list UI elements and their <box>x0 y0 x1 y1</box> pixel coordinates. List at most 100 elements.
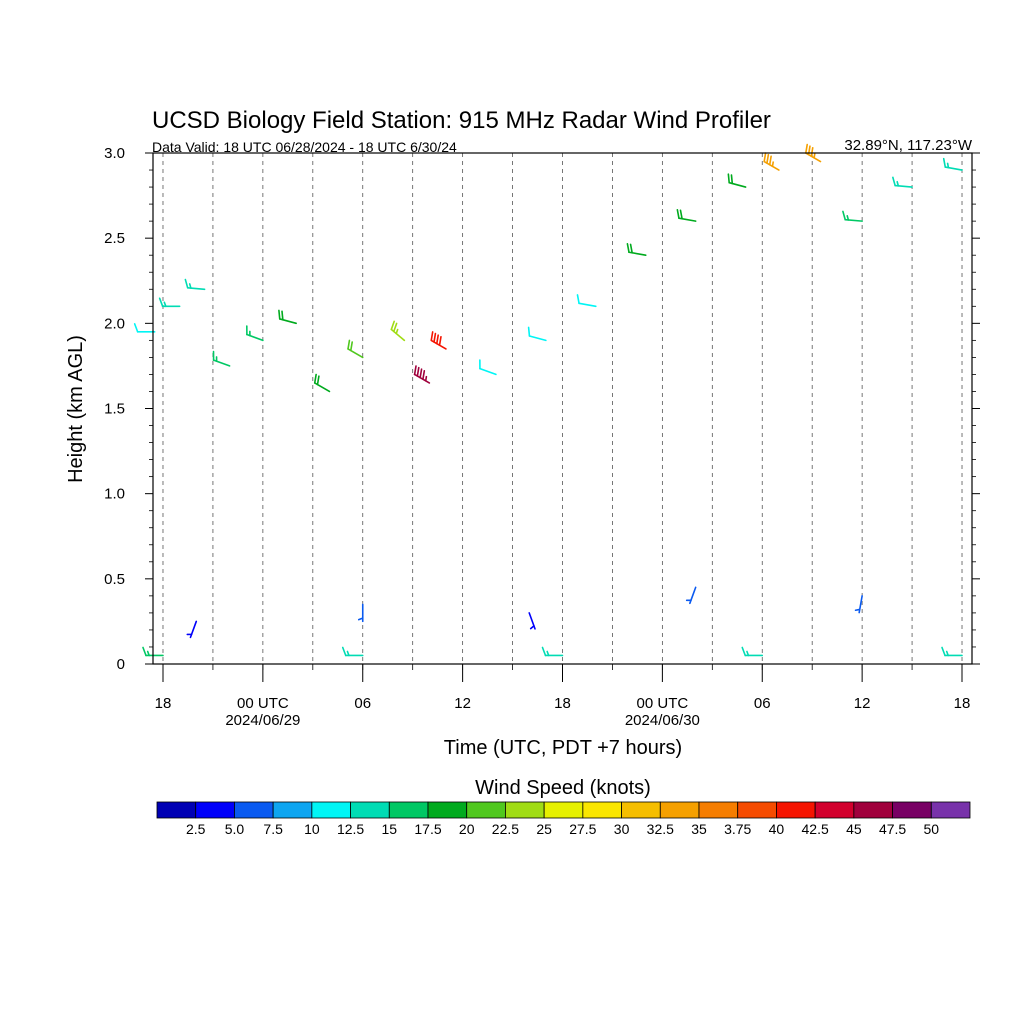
chart-title: UCSD Biology Field Station: 915 MHz Rada… <box>152 107 771 134</box>
wind-barb-full <box>741 646 747 657</box>
wind-barbs <box>133 143 963 657</box>
wind-barb-full <box>419 368 423 379</box>
wind-barb-full <box>438 335 442 346</box>
colorbar-label: 3.75 <box>724 821 751 837</box>
x-tick-label: 06 <box>754 695 771 712</box>
colorbar-label: 40 <box>769 821 785 837</box>
colorbar-swatch <box>311 801 351 819</box>
colorbar-label: 50 <box>923 821 939 837</box>
colorbar-label: 32.5 <box>647 821 674 837</box>
wind-barb-shaft <box>528 335 547 342</box>
wind-barb-full <box>413 365 417 376</box>
wind-barb-half <box>896 180 900 187</box>
wind-barb-half <box>529 625 535 630</box>
wind-barb-full <box>281 310 284 321</box>
colorbar: 2.5 5.0 7.5 10 12.5 15 17.5 20 22.5 25 27.5 30 32.5 3… <box>156 801 971 837</box>
colorbar-swatch <box>505 801 545 819</box>
wind-barb-full <box>842 210 846 221</box>
x-tick-label: 00 UTC <box>237 695 289 712</box>
wind-barb-full <box>313 373 317 384</box>
wind-barb-half <box>163 301 167 308</box>
wind-barb-full <box>941 646 946 657</box>
colorbar-label: 30 <box>614 821 630 837</box>
wind-barb <box>184 278 206 291</box>
wind-barb-half <box>188 283 192 289</box>
wind-barb-full <box>422 370 426 381</box>
wind-barb <box>390 320 406 342</box>
colorbar-label: 5.0 <box>225 821 245 837</box>
x-tick-label: 18 <box>155 695 172 712</box>
y-tick-label: 2.0 <box>104 315 125 332</box>
y-tick-label: 0 <box>117 656 125 673</box>
y-tick-label: 3.0 <box>104 145 125 162</box>
wind-barb <box>186 620 198 639</box>
wind-barb <box>727 173 747 188</box>
colorbar-label: 20 <box>459 821 475 837</box>
colorbar-swatch <box>776 801 816 819</box>
wind-barb-half <box>146 650 150 657</box>
x-tick-label: 12 <box>454 695 471 712</box>
wind-barb-full <box>768 155 772 166</box>
wind-barb <box>212 350 231 367</box>
wind-barb <box>527 326 547 342</box>
wind-barb-half <box>771 161 774 168</box>
wind-barb-full <box>416 366 420 377</box>
wind-barb-full <box>892 176 896 187</box>
wind-barb <box>676 208 697 222</box>
wind-barb <box>313 373 331 393</box>
wind-barb-full <box>942 157 947 168</box>
wind-barb-full <box>763 152 767 163</box>
colorbar-swatch <box>698 801 739 819</box>
wind-barb-half <box>945 650 950 657</box>
wind-barb-full <box>142 646 147 657</box>
wind-barb <box>347 339 364 359</box>
wind-barb <box>741 646 764 657</box>
wind-barb <box>854 595 863 614</box>
wind-barb-half <box>854 608 861 612</box>
wind-barb <box>685 586 697 605</box>
wind-barb <box>892 176 913 188</box>
colorbar-label: 25 <box>536 821 552 837</box>
wind-barb-full <box>341 646 347 657</box>
colorbar-swatch <box>388 801 429 819</box>
wind-barb-half <box>424 375 428 382</box>
wind-barb-full <box>433 332 437 343</box>
colorbar-swatch <box>272 801 313 819</box>
wind-barb-full <box>390 320 395 331</box>
colorbar-swatch <box>892 801 932 819</box>
wind-barb-full <box>626 243 630 254</box>
x-axis-label: Time (UTC, PDT +7 hours) <box>444 737 682 759</box>
colorbar-label: 47.5 <box>879 821 906 837</box>
colorbar-label: 27.5 <box>569 821 596 837</box>
wind-barb-half <box>546 650 550 657</box>
colorbar-label: 35 <box>691 821 707 837</box>
wind-barb-half <box>346 650 350 657</box>
wind-barb <box>246 325 264 342</box>
x-tick-label: 18 <box>954 695 971 712</box>
wind-barb-full <box>347 339 351 350</box>
wind-barb <box>357 603 364 623</box>
wind-barb-full <box>727 173 730 184</box>
x-tick-label: 06 <box>354 695 371 712</box>
wind-barb <box>528 612 536 630</box>
colorbar-swatch <box>737 801 777 819</box>
colorbar-title: Wind Speed (knots) <box>475 777 651 799</box>
wind-barb-full <box>576 294 580 305</box>
colorbar-swatch <box>853 801 893 819</box>
wind-barb-full <box>278 309 281 320</box>
wind-barb-full <box>392 322 398 333</box>
wind-barb <box>133 323 156 333</box>
colorbar-swatch <box>582 801 622 819</box>
wind-barb <box>430 331 447 350</box>
colorbar-swatch <box>466 801 506 819</box>
colorbar-label: 7.5 <box>263 821 283 837</box>
wind-barb-full <box>316 375 320 386</box>
y-axis-label: Height (km AGL) <box>65 335 87 483</box>
wind-barb-half <box>813 152 816 159</box>
colorbar-label: 17.5 <box>414 821 441 837</box>
chart-location: 32.89°N, 117.23°W <box>844 137 972 154</box>
y-tick-label: 1.5 <box>104 401 125 418</box>
y-tick-label: 1.0 <box>104 486 125 503</box>
wind-barb-full <box>349 341 353 352</box>
